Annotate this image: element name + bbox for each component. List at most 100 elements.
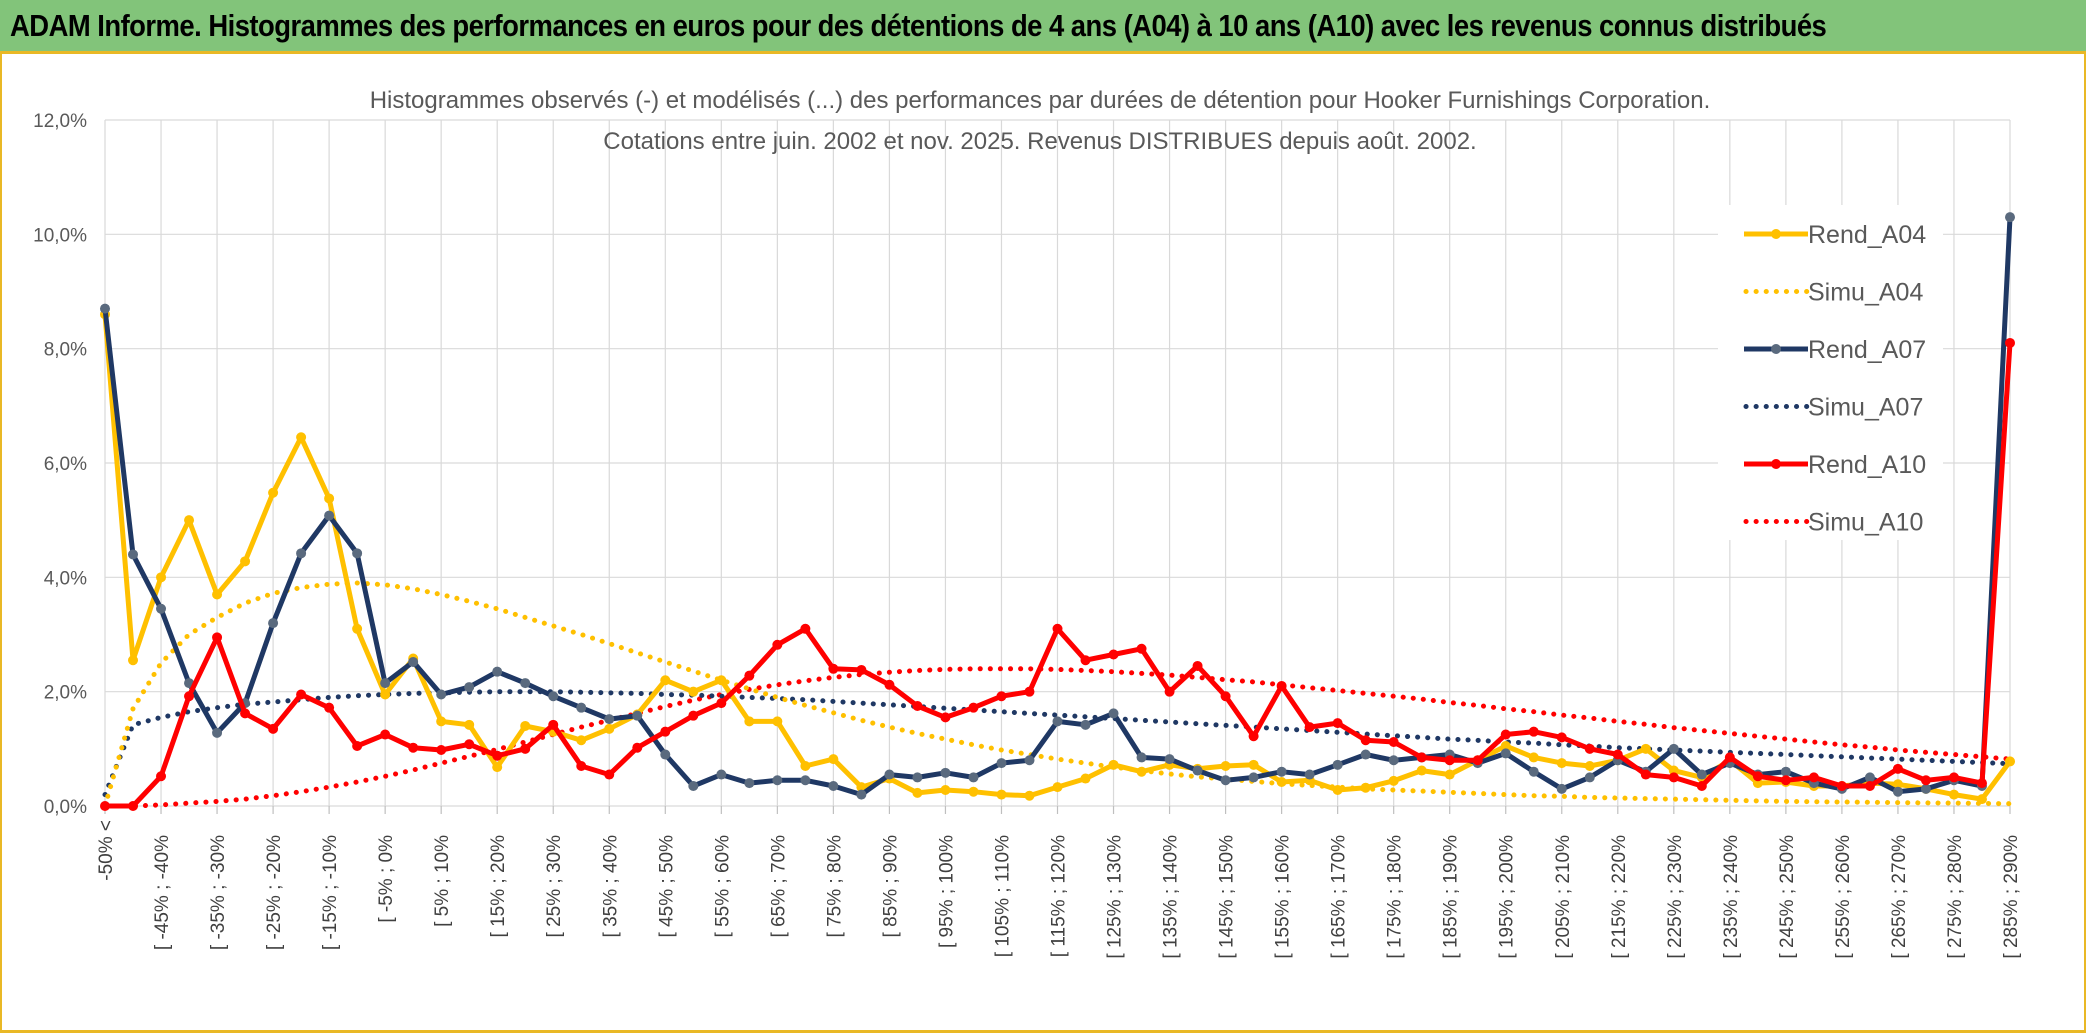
series-simu-a07 [102,689,2013,798]
chart-title-line: Cotations entre juin. 2002 et nov. 2025.… [603,128,1476,155]
series-line [102,666,2013,809]
data-point [380,678,391,689]
data-point [436,744,447,755]
data-point [212,727,223,738]
x-tick-label: [ 125% ; 130% [1105,835,1126,959]
x-tick-label: [ 95% ; 100% [936,835,957,948]
data-point [1920,783,1931,794]
data-point [1220,691,1231,702]
data-point [1528,726,1539,737]
data-point [1668,743,1679,754]
legend-item: Simu_A07 [1743,394,1923,422]
data-point [1108,759,1119,770]
data-point [940,784,951,795]
data-point [660,749,671,760]
x-tick-label: [ 265% ; 270% [1889,835,1910,959]
data-point [1276,680,1287,691]
x-tick-label: [ 55% ; 60% [712,835,733,938]
legend-label: Rend_A10 [1808,451,1926,479]
data-point [1024,790,1035,801]
data-point [1528,752,1539,763]
data-point [184,515,195,526]
data-point [688,686,699,697]
data-point [1248,731,1259,742]
data-point [716,675,727,686]
data-point [1668,772,1679,783]
series-line [102,689,2013,798]
y-tick-label: 6,0% [44,454,87,475]
data-point [1892,763,1903,774]
data-point [1136,766,1147,777]
legend-marker [1771,459,1781,469]
data-point [240,556,251,567]
data-point [1108,649,1119,660]
x-tick-label: [ 195% ; 200% [1497,835,1518,959]
data-point [1164,686,1175,697]
data-point [324,510,335,521]
data-point [884,679,895,690]
data-point [2005,337,2015,348]
legend-item: Rend_A10 [1744,451,1926,479]
y-tick-label: 2,0% [44,683,87,704]
data-point [1248,759,1259,770]
y-tick-label: 10,0% [33,225,87,246]
data-point [1472,755,1483,766]
series-rend-a07 [100,212,2015,800]
data-point [100,303,110,314]
data-point [604,714,615,725]
data-point [632,742,643,753]
data-point [1052,623,1063,634]
data-point [604,769,615,780]
series-simu-a10 [102,666,2013,809]
data-point [1024,686,1035,697]
data-point [1948,772,1959,783]
legend-marker [1771,229,1781,239]
data-point [1332,784,1343,795]
legend-marker [1771,344,1781,354]
data-point [1332,718,1343,729]
data-point [604,723,615,734]
legend-item: Rend_A07 [1744,336,1926,364]
data-point [492,762,503,773]
legend-item: Rend_A04 [1744,221,1926,249]
data-point [1220,775,1231,786]
data-point [1500,729,1511,740]
data-point [156,771,167,782]
y-tick-label: 4,0% [44,568,87,589]
y-tick-label: 12,0% [33,111,87,132]
data-point [1388,736,1399,747]
data-point [800,775,811,786]
data-point [996,691,1007,702]
data-point [520,743,531,754]
data-point [492,666,503,677]
data-point [856,782,867,793]
data-point [996,789,1007,800]
data-point [856,664,867,675]
data-point [296,689,307,700]
legend-label: Rend_A07 [1808,336,1926,364]
data-point [240,708,251,719]
performance-histogram-chart: 0,0% 2,0% 4,0% 6,0% 8,0% 10,0% 12,0% -50% < [ -4… [33,87,2022,959]
data-point [128,801,139,811]
data-point [688,710,699,721]
data-point [268,723,279,734]
data-point [1304,722,1315,733]
x-tick-label: [ 105% ; 110% [992,835,1013,957]
x-tick-label: [ -35% ; -30% [208,835,229,950]
data-point [1360,749,1371,760]
legend-background [1718,205,1943,540]
x-tick-label: [ 145% ; 150% [1217,835,1238,959]
data-point [1388,755,1399,766]
x-tick-label: [ -25% ; -20% [264,835,285,950]
data-point [1444,755,1455,766]
data-point [968,786,979,797]
data-point [1808,772,1819,783]
data-point [408,742,419,753]
legend: Rend_A04 Simu_A04 Rend_A07 Simu_A07 Rend_A10… [1718,205,1943,540]
data-point [744,670,755,681]
x-tick-label: [ 175% ; 180% [1385,835,1406,959]
data-point [1360,782,1371,793]
series-rend-a04 [100,309,2015,805]
data-point [1192,765,1203,776]
data-point [1248,772,1259,783]
